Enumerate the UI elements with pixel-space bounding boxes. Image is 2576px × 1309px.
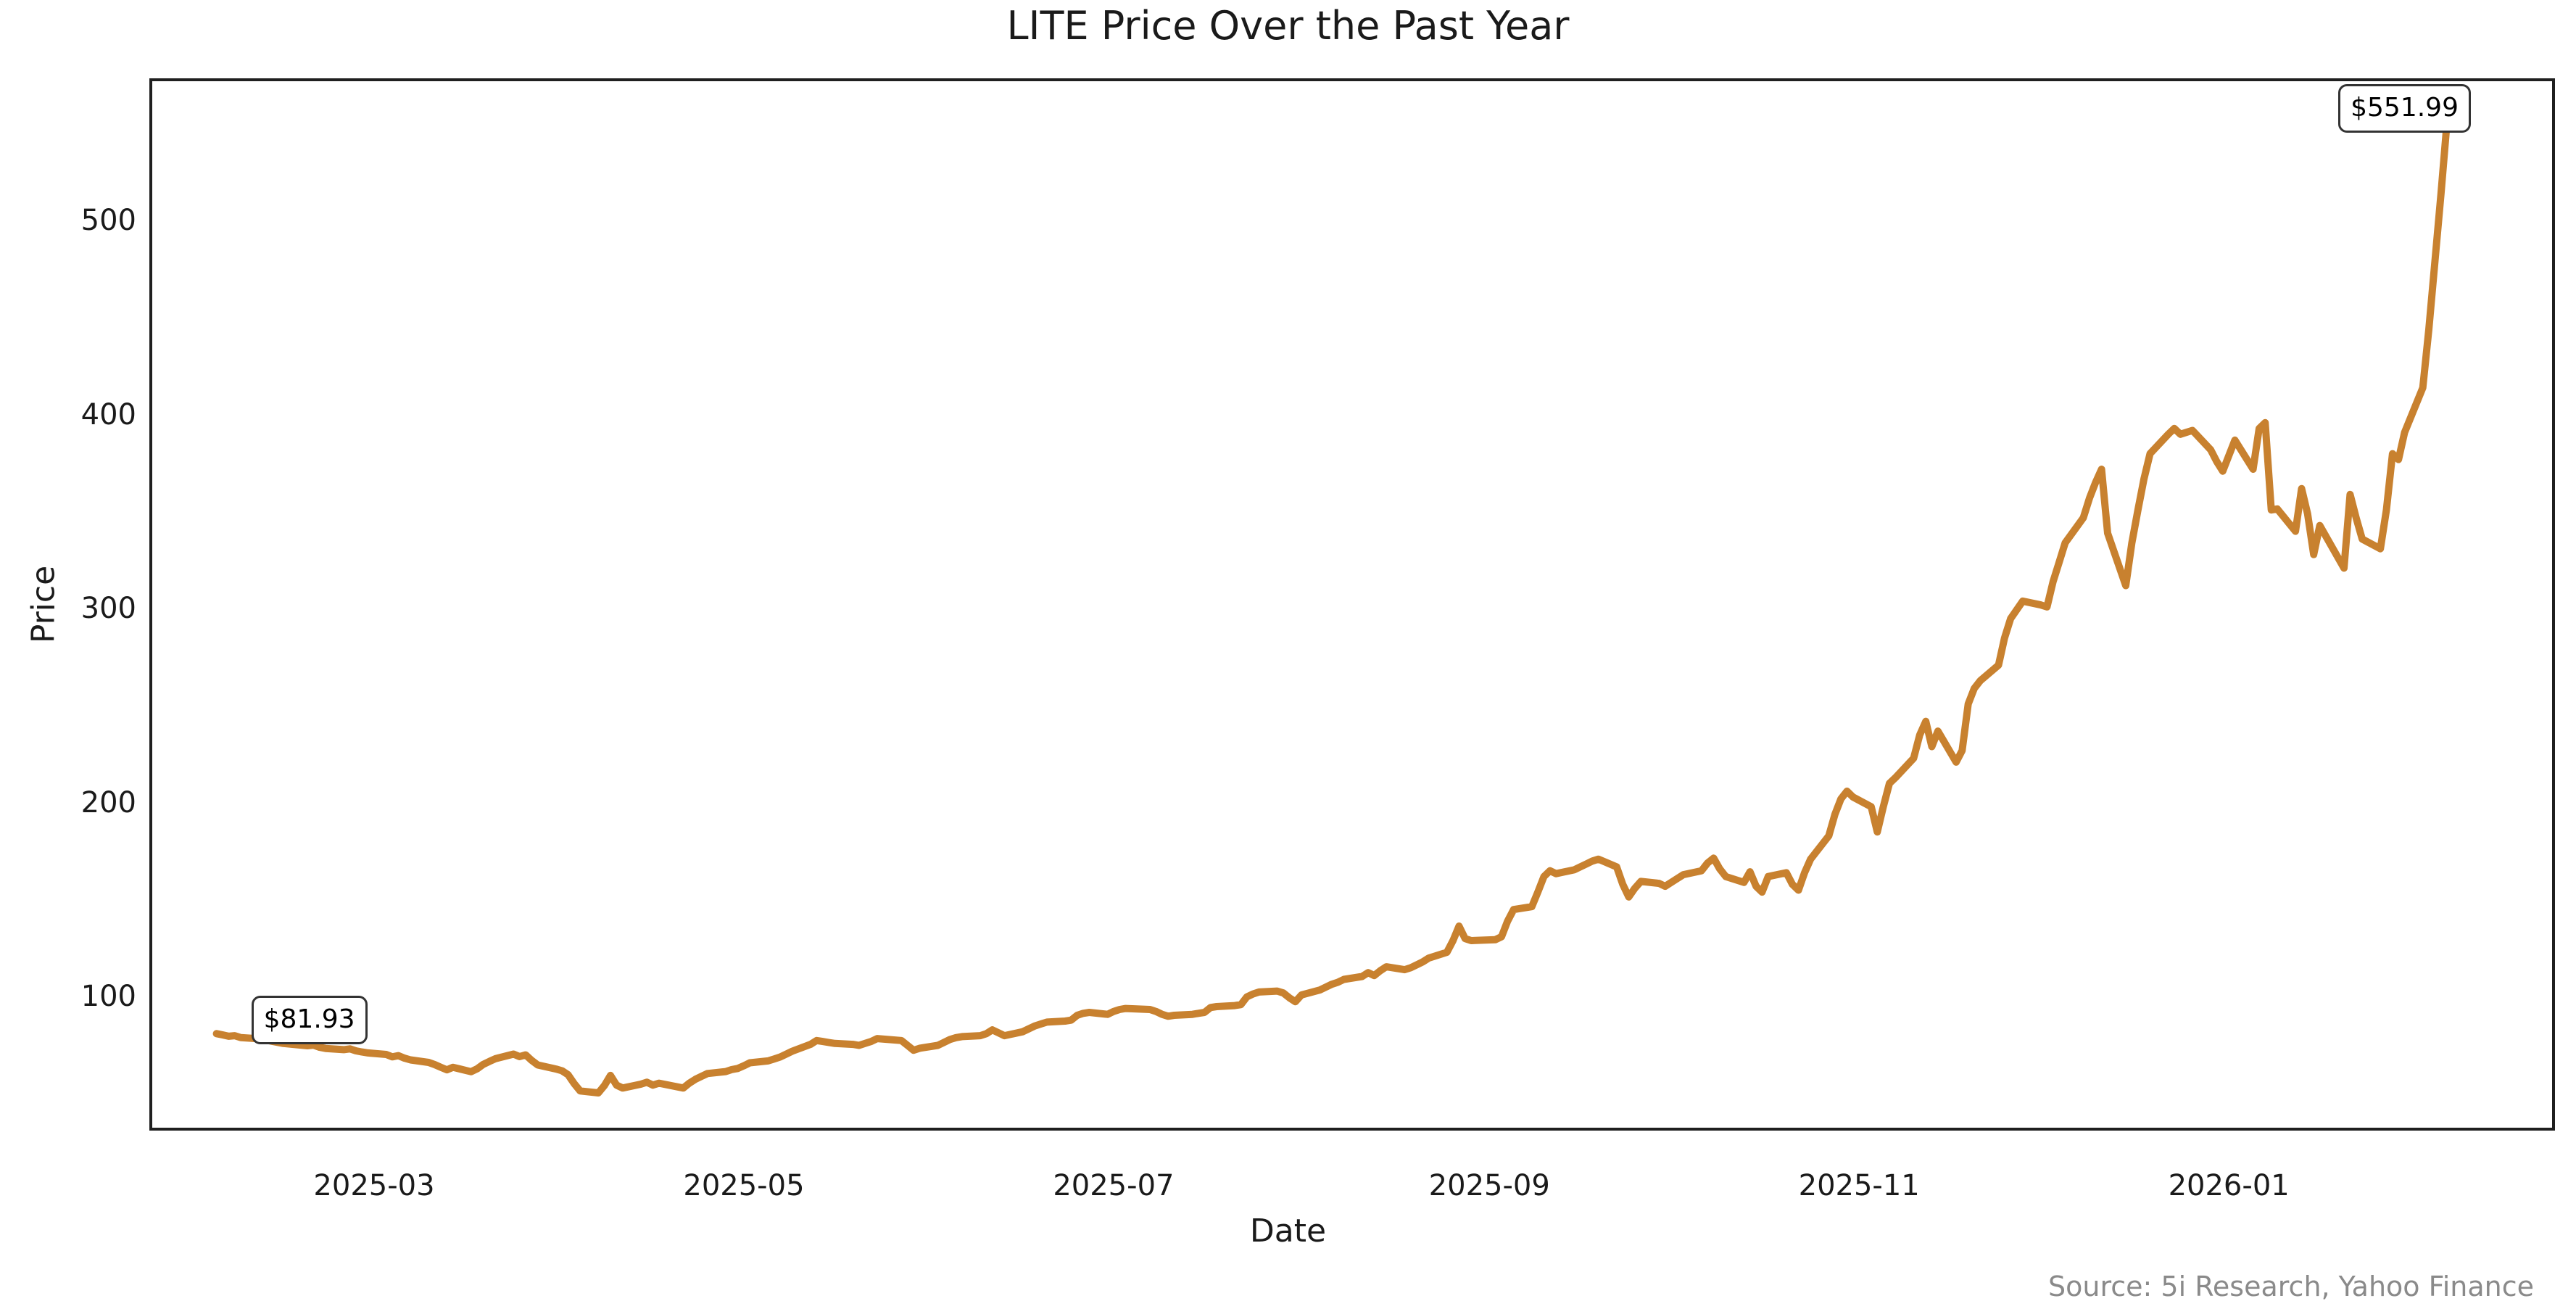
x-tick-label: 2026-01 (2168, 1169, 2290, 1202)
price-line (212, 117, 2451, 1097)
plot-border (149, 78, 2555, 1131)
x-axis-label: Date (1249, 1213, 1327, 1250)
source-note: Source: 5i Research, Yahoo Finance (2048, 1271, 2534, 1302)
x-tick-label: 2025-07 (1053, 1169, 1175, 1202)
x-tick-label: 2025-03 (313, 1169, 435, 1202)
annotation-start-label: $81.93 (263, 1004, 355, 1035)
annotation-start-price: $81.93 (251, 996, 368, 1044)
x-tick-label: 2025-09 (1428, 1169, 1550, 1202)
annotation-end-label: $551.99 (2351, 92, 2459, 123)
y-tick-label: 200 (80, 785, 136, 819)
chart-title: LITE Price Over the Past Year (1006, 3, 1570, 49)
y-tick-label: 300 (80, 592, 136, 625)
y-tick-label: 100 (80, 980, 136, 1013)
y-tick-label: 400 (80, 397, 136, 431)
x-tick-label: 2025-05 (683, 1169, 805, 1202)
y-tick-label: 500 (80, 204, 136, 237)
annotation-end-price: $551.99 (2338, 83, 2471, 133)
x-tick-label: 2025-11 (1798, 1169, 1920, 1202)
